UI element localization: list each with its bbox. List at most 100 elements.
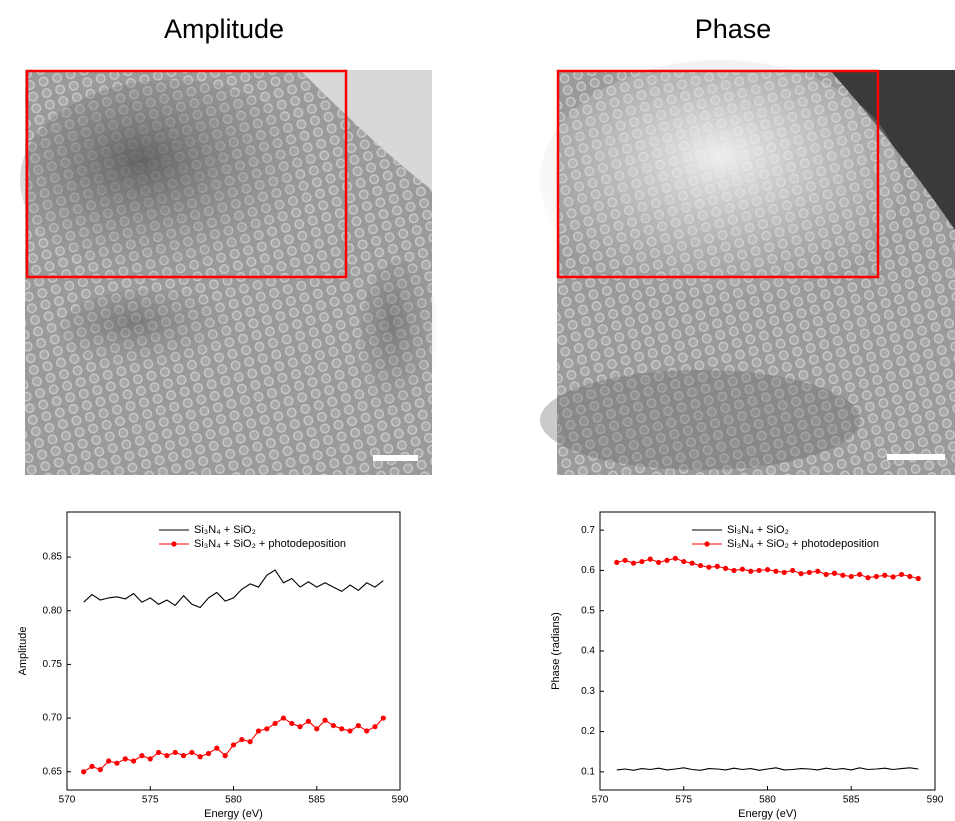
- data-point: [656, 559, 662, 565]
- x-axis-label: Energy (eV): [738, 808, 797, 820]
- data-point: [230, 742, 237, 748]
- data-point: [723, 565, 729, 572]
- data-point: [764, 567, 771, 573]
- data-point: [322, 717, 328, 723]
- data-point: [339, 726, 345, 732]
- data-point: [89, 763, 95, 769]
- data-point: [239, 736, 245, 743]
- legend-label: Si₃N₄ + SiO₂: [194, 524, 256, 536]
- legend-label: Si₃N₄ + SiO₂: [727, 524, 789, 536]
- y-tick-label: 0.5: [581, 605, 595, 616]
- data-point: [840, 572, 846, 578]
- y-tick-label: 0.7: [581, 525, 595, 536]
- data-point: [672, 555, 678, 561]
- data-point: [372, 724, 378, 730]
- legend-marker: [171, 541, 177, 547]
- legend-label: Si₃N₄ + SiO₂ + photodeposition: [727, 538, 879, 550]
- data-point: [205, 750, 212, 757]
- data-point: [114, 760, 120, 766]
- data-point: [330, 722, 336, 729]
- chart: 570 575 580 585 590 0.1 0.2 0.3 0.4 0.5 0.6 0.7 Ener…: [550, 511, 944, 820]
- data-point: [739, 566, 745, 572]
- y-axis-label: Phase (radians): [550, 612, 562, 690]
- data-point: [848, 573, 854, 580]
- y-tick-label: 0.70: [43, 713, 63, 724]
- data-point: [97, 767, 103, 773]
- data-point: [280, 715, 287, 721]
- plot-frame: [66, 511, 401, 791]
- x-tick-label: 570: [59, 795, 76, 806]
- y-tick-label: 0.65: [43, 766, 63, 777]
- data-point: [748, 568, 754, 574]
- data-point: [873, 573, 879, 580]
- y-tick-label: 0.2: [581, 726, 595, 737]
- y-tick-label: 0.85: [43, 552, 63, 563]
- data-point: [314, 726, 320, 732]
- data-point: [305, 718, 312, 724]
- amplitude-image: [20, 69, 440, 475]
- panel-title: Amplitude: [164, 14, 284, 44]
- data-point: [247, 739, 253, 745]
- x-tick-label: 575: [142, 795, 159, 806]
- data-point: [147, 756, 153, 762]
- data-point: [172, 749, 178, 756]
- data-point: [823, 571, 829, 578]
- y-tick-label: 0.6: [581, 565, 595, 576]
- data-point: [714, 563, 720, 569]
- legend-marker: [704, 541, 710, 547]
- data-point: [155, 749, 162, 756]
- x-tick-label: 570: [592, 795, 609, 806]
- series-line: [616, 767, 919, 771]
- data-point: [798, 571, 804, 577]
- data-point: [773, 568, 779, 574]
- y-tick-label: 0.4: [581, 646, 595, 657]
- data-point: [614, 559, 620, 565]
- x-tick-label: 575: [675, 795, 692, 806]
- x-tick-label: 580: [759, 795, 776, 806]
- data-point: [664, 557, 670, 563]
- data-point: [81, 769, 87, 775]
- x-tick-label: 590: [927, 795, 944, 806]
- data-point: [180, 753, 187, 759]
- x-tick-label: 585: [308, 795, 325, 806]
- data-point: [857, 571, 863, 578]
- y-tick-label: 0.3: [581, 686, 595, 697]
- y-axis-label: Amplitude: [17, 627, 29, 676]
- data-point: [364, 728, 370, 734]
- data-point: [355, 722, 361, 729]
- x-tick-label: 590: [392, 795, 409, 806]
- data-point: [264, 726, 270, 732]
- y-tick-label: 0.75: [43, 659, 63, 670]
- panel-title: Phase: [695, 14, 772, 44]
- data-point: [756, 567, 762, 574]
- y-tick-label: 0.80: [43, 605, 63, 616]
- plot-frame: [599, 511, 936, 791]
- data-point: [882, 572, 888, 578]
- data-point: [272, 720, 278, 727]
- legend-label: Si₃N₄ + SiO₂ + photodeposition: [194, 538, 346, 550]
- data-point: [222, 753, 228, 759]
- data-point: [630, 560, 637, 566]
- data-point: [380, 715, 386, 721]
- data-point: [297, 724, 303, 730]
- phase-image: [540, 60, 955, 475]
- data-point: [197, 754, 203, 760]
- data-point: [622, 557, 628, 563]
- chart: 570 575 580 585 590 0.65 0.70 0.75 0.80 0.85 Energ…: [17, 511, 409, 820]
- data-point: [689, 560, 695, 566]
- data-point: [164, 753, 170, 759]
- data-point: [214, 745, 220, 751]
- data-point: [898, 571, 905, 578]
- data-point: [347, 728, 353, 734]
- data-point: [890, 574, 896, 580]
- x-tick-label: 580: [225, 795, 242, 806]
- data-point: [189, 749, 195, 756]
- data-point: [781, 569, 787, 576]
- x-axis-label: Energy (eV): [204, 808, 263, 820]
- data-point: [697, 562, 704, 569]
- data-point: [790, 567, 796, 574]
- data-point: [106, 758, 112, 764]
- data-point: [865, 575, 871, 581]
- data-point: [815, 568, 821, 574]
